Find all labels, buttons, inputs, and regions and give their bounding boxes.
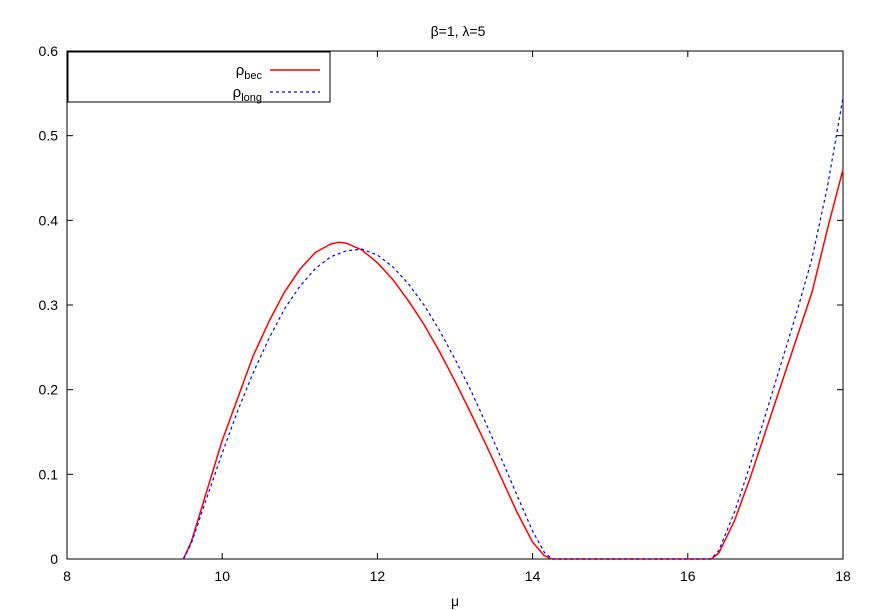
series-line-bec [182, 169, 844, 560]
y-tick-label: 0 [50, 551, 58, 567]
legend-label-subscript: long [241, 92, 262, 104]
legend-box [67, 51, 331, 103]
y-tick-label: 0.6 [39, 43, 59, 59]
y-tick-label: 0.5 [39, 128, 59, 144]
x-tick-label: 10 [214, 568, 230, 584]
y-tick-label: 0.2 [39, 382, 59, 398]
series-layer [182, 97, 844, 560]
legend-label-symbol: ρ [236, 62, 245, 79]
x-tick-label: 14 [525, 568, 541, 584]
series-line-long [182, 97, 844, 560]
legend-label-long: ρlong [233, 84, 262, 104]
legend-label-subscript: bec [244, 70, 262, 82]
y-tick-label: 0.4 [39, 212, 59, 228]
chart-title: β=1, λ=5 [431, 23, 486, 39]
plot-frame [66, 50, 844, 560]
axis-ticks: 8 10 12 14 16 18 0 0.1 0.2 0.3 0.4 0.5 0.6 [39, 43, 851, 584]
legend-label-symbol: ρ [233, 84, 242, 101]
x-tick-label: 12 [370, 568, 386, 584]
y-tick-label: 0.1 [39, 466, 59, 482]
x-axis-label: μ [451, 593, 459, 609]
legend-label-bec: ρbec [236, 62, 263, 82]
y-tick-label: 0.3 [39, 297, 59, 313]
x-tick-label: 18 [835, 568, 851, 584]
x-tick-label: 16 [680, 568, 696, 584]
x-tick-label: 8 [63, 568, 71, 584]
